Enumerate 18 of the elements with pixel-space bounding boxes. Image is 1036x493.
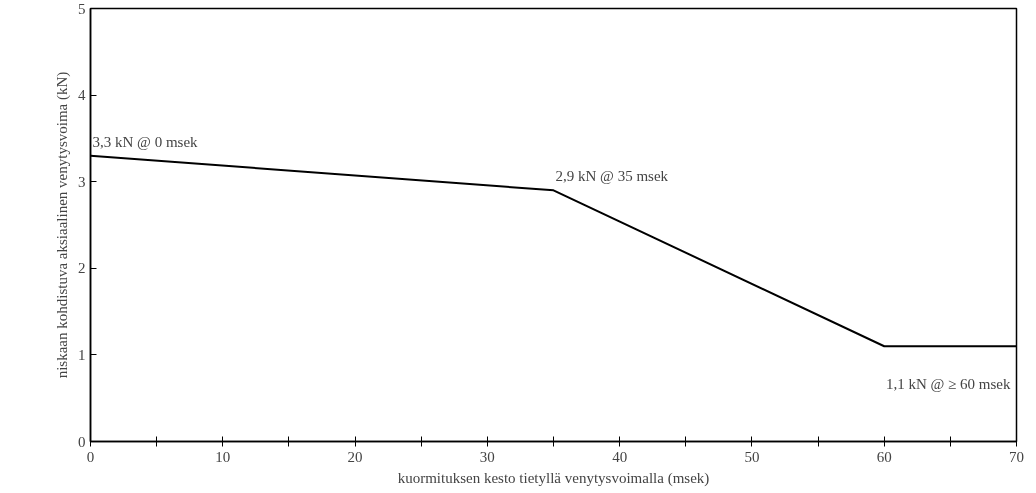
- y-tick-label: 2: [78, 260, 86, 277]
- x-tick-label: 30: [479, 448, 495, 465]
- y-tick-label: 3: [78, 173, 86, 190]
- x-tick-label: 70: [1009, 448, 1024, 465]
- y-tick-label: 0: [78, 433, 86, 450]
- y-axis-title: niskaan kohdistuva aksiaalinen venytysvoima (kN): [54, 71, 71, 379]
- x-tick-label: 60: [876, 448, 892, 465]
- x-tick-label: 10: [215, 448, 231, 465]
- y-tick-label: 1: [78, 346, 86, 363]
- annotation: 1,1 kN @ ≥ 60 msek: [885, 376, 1011, 393]
- annotation: 2,9 kN @ 35 msek: [555, 168, 669, 185]
- y-tick-label: 5: [78, 0, 86, 17]
- x-tick-label: 40: [612, 448, 628, 465]
- y-tick-label: 4: [78, 87, 86, 104]
- x-axis-title: kuormituksen kesto tietyllä venytysvoimalla (msek): [397, 469, 710, 487]
- x-tick-label: 50: [744, 448, 760, 465]
- annotation: 3,3 kN @ 0 msek: [92, 133, 199, 150]
- x-tick-label: 20: [347, 448, 363, 465]
